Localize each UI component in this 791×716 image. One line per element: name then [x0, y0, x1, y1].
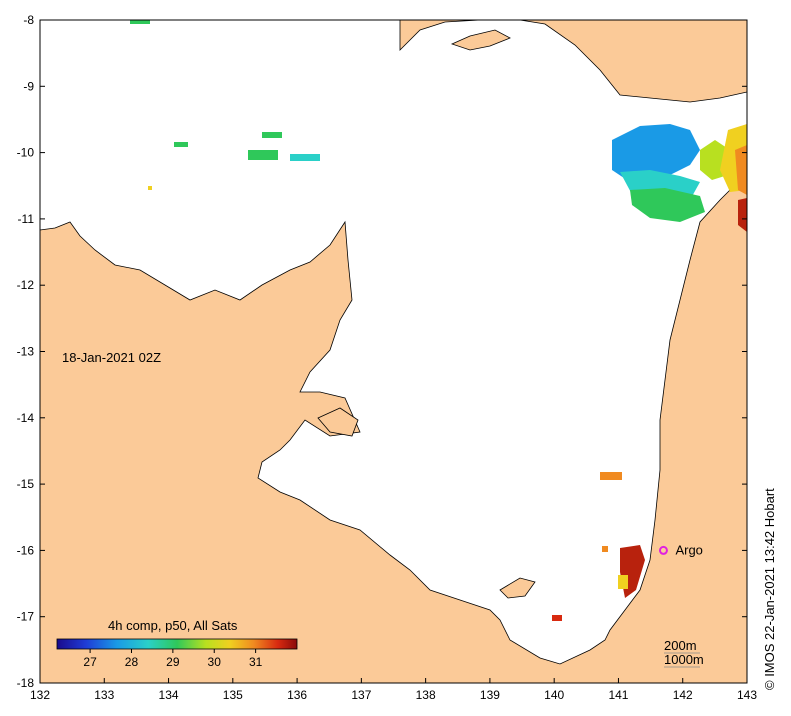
lon-tick-label: 139 [480, 688, 500, 702]
lon-tick-label: 132 [30, 688, 50, 702]
date-label: 18-Jan-2021 02Z [62, 350, 161, 365]
lat-tick-label: -11 [18, 212, 35, 226]
sst-swath-southeast [552, 472, 645, 621]
lat-tick-label: -15 [17, 477, 35, 491]
lat-tick-label: -9 [23, 79, 34, 93]
longitude-axis: 132 133 134 135 136 137 138 139 140 141 142 143 [30, 678, 757, 702]
lon-tick-label: 133 [94, 688, 114, 702]
lat-tick-label: -8 [23, 13, 34, 27]
lon-tick-label: 136 [287, 688, 307, 702]
isobath-200-label: 200m [664, 638, 697, 653]
colorbar-tick-label: 28 [125, 655, 139, 669]
lat-tick-label: -17 [17, 610, 35, 624]
sst-swath-east [612, 124, 747, 232]
land-groote-island [317, 407, 359, 437]
colorbar: 4h comp, p50, All Sats 27 28 29 30 31 [56, 618, 298, 669]
credit-label: © IMOS 22-Jan-2021 13:42 Hobart [762, 488, 777, 690]
argo-marker[interactable]: Argo [658, 542, 703, 557]
colorbar-tick-label: 27 [83, 655, 97, 669]
colorbar-tick-label: 30 [208, 655, 222, 669]
lon-tick-label: 141 [608, 688, 628, 702]
lat-tick-label: -16 [17, 543, 35, 557]
lat-tick-label: -14 [17, 411, 35, 425]
lon-tick-label: 138 [416, 688, 436, 702]
lat-tick-label: -18 [17, 676, 35, 690]
lon-tick-label: 142 [673, 688, 693, 702]
lat-tick-label: -13 [17, 345, 35, 359]
lon-tick-label: 140 [544, 688, 564, 702]
lon-tick-label: 137 [351, 688, 371, 702]
lat-tick-label: -10 [17, 146, 35, 160]
argo-dot[interactable] [658, 545, 668, 555]
isobath-1000-label: 1000m [664, 652, 704, 667]
lon-tick-label: 134 [159, 688, 179, 702]
sst-swath-northwest [130, 20, 320, 190]
lon-tick-label: 143 [737, 688, 757, 702]
colorbar-tick-label: 31 [249, 655, 263, 669]
argo-label: Argo [675, 542, 702, 557]
colorbar-title: 4h comp, p50, All Sats [108, 618, 238, 633]
land-island-north [450, 29, 511, 51]
latitude-axis: -8 -9 -10 -11 -12 -13 -14 -15 -16 -17 -18 [17, 13, 747, 690]
colorbar-tick-label: 29 [166, 655, 180, 669]
isobath-legend: 200m 1000m [664, 638, 704, 668]
land-islands-mornington [499, 577, 536, 599]
colorbar-gradient [56, 638, 298, 650]
land-northern-territory [40, 174, 747, 683]
land-new-guinea [399, 20, 747, 103]
colorbar-ticks: 27 28 29 30 31 [83, 649, 263, 669]
lat-tick-label: -12 [17, 278, 35, 292]
lon-tick-label: 135 [223, 688, 243, 702]
